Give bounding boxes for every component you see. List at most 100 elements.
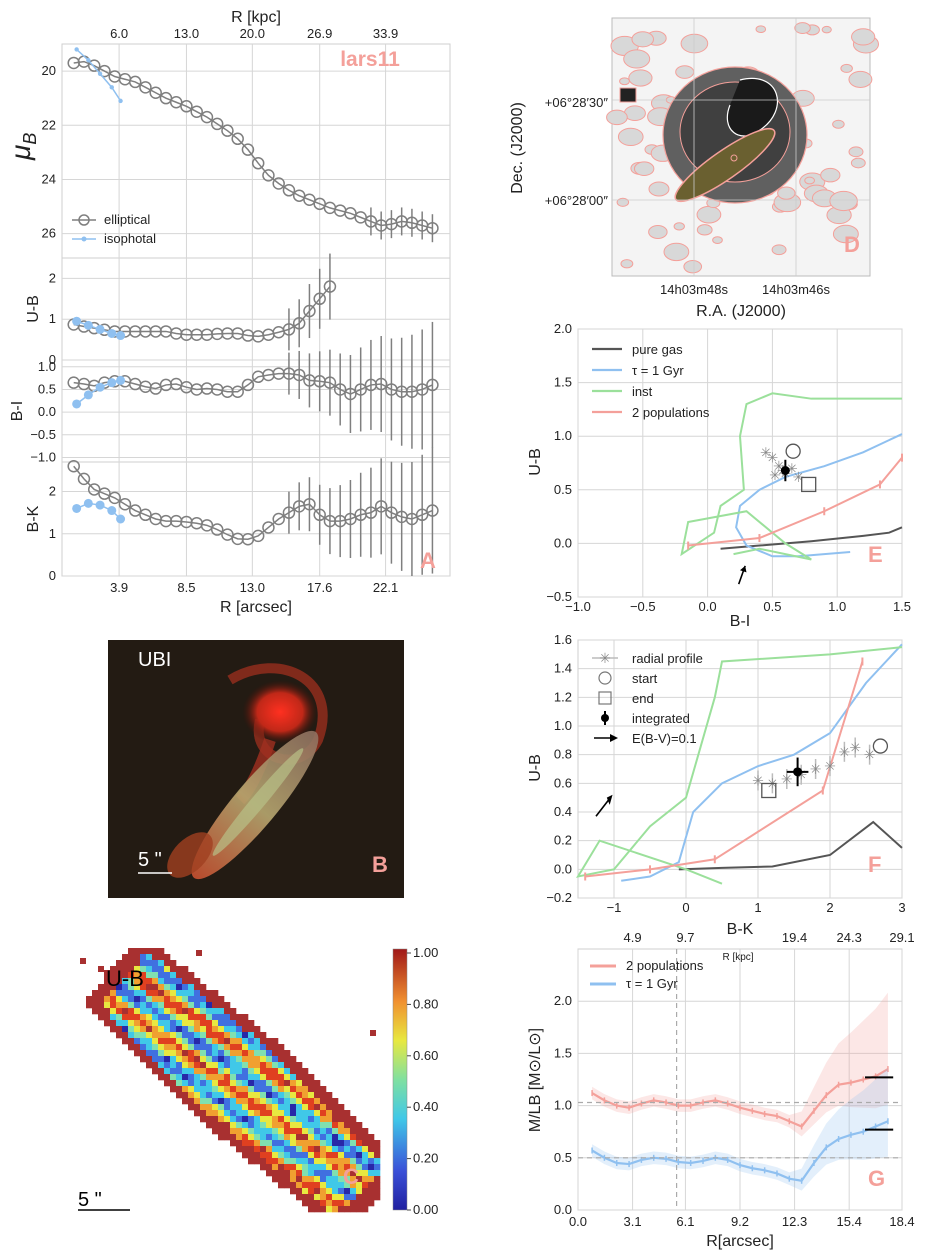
map-pixel <box>236 1026 243 1033</box>
data-point-elliptical <box>344 387 357 401</box>
panel-f: −1 0 1 2 3−0.20.00.20.40.60.81.01.21.41.6 ✳ ✳… <box>527 632 906 938</box>
map-pixel <box>194 996 201 1003</box>
data-point-elliptical <box>405 512 419 526</box>
map-pixel <box>188 978 195 985</box>
data-point-elliptical <box>180 328 193 341</box>
panel-a-letter: A <box>420 548 436 573</box>
panel-d: Dec. (J2000) R.A. (J2000) +06°28′30″ +06… <box>509 17 880 320</box>
map-pixel <box>194 1008 201 1015</box>
map-pixel <box>314 1164 321 1171</box>
map-pixel <box>122 1008 129 1015</box>
map-pixel <box>224 1026 231 1033</box>
map-pixel <box>326 1146 333 1153</box>
map-pixel <box>116 1020 123 1027</box>
map-pixel <box>146 1014 153 1021</box>
map-pixel <box>140 1044 147 1051</box>
data-point-isophotal <box>72 316 82 326</box>
map-pixel <box>308 1110 315 1117</box>
map-pixel <box>314 1158 321 1165</box>
map-pixel <box>374 1176 381 1183</box>
map-pixel <box>212 1086 219 1093</box>
xtick: 3.1 <box>624 1214 642 1229</box>
map-pixel <box>110 984 117 991</box>
data-point-elliptical <box>272 177 285 190</box>
radial-profile-point: ✳ <box>781 771 793 787</box>
data-point-isophotal <box>95 500 105 510</box>
map-pixel <box>224 1098 231 1105</box>
data-point-isophotal <box>72 503 82 513</box>
map-pixel <box>260 1062 267 1069</box>
map-pixel <box>302 1194 309 1201</box>
map-pixel <box>218 1122 225 1129</box>
map-pixel <box>152 966 159 973</box>
map-pixel <box>242 1098 249 1105</box>
map-pixel <box>338 1188 345 1195</box>
map-pixel <box>146 1026 153 1033</box>
map-pixel <box>356 1152 363 1159</box>
map-pixel <box>224 1128 231 1135</box>
map-pixel <box>368 1158 375 1165</box>
contour-blob <box>696 205 722 224</box>
map-pixel <box>140 948 147 955</box>
map-pixel <box>140 1020 147 1027</box>
map-pixel <box>176 978 183 985</box>
data-point-isophotal <box>107 328 117 338</box>
map-pixel <box>182 1002 189 1009</box>
legend-label: pure gas <box>632 342 683 357</box>
ytick: 1.0 <box>554 428 572 443</box>
map-pixel <box>158 1062 165 1069</box>
data-point-elliptical <box>128 504 142 517</box>
map-pixel <box>320 1128 327 1135</box>
map-pixel <box>140 996 147 1003</box>
contour-blob <box>633 161 655 176</box>
companion-core <box>212 748 304 856</box>
data-point-elliptical <box>108 491 121 505</box>
legend-label: radial profile <box>632 651 703 666</box>
map-pixel <box>302 1164 309 1171</box>
data-point-isophotal <box>116 514 126 524</box>
map-pixel <box>134 978 141 985</box>
legend-elliptical-label: elliptical <box>104 212 150 227</box>
map-pixel <box>116 978 123 985</box>
map-pixel <box>158 1044 165 1051</box>
map-pixel <box>248 1104 255 1111</box>
map-pixel <box>206 1044 213 1051</box>
end-marker <box>761 782 777 799</box>
map-pixel <box>254 1122 261 1129</box>
map-pixel <box>314 1092 321 1099</box>
map-pixel <box>308 1194 315 1201</box>
ytick: 0.4 <box>554 804 572 819</box>
map-pixel <box>284 1158 291 1165</box>
map-pixel <box>230 1032 237 1039</box>
map-pixel <box>134 1032 141 1039</box>
data-point-elliptical <box>303 304 316 318</box>
map-pixel <box>152 1038 159 1045</box>
map-pixel <box>200 1026 207 1033</box>
xtick: 6.1 <box>676 1214 694 1229</box>
ytick: 0.2 <box>554 833 572 848</box>
map-pixel <box>116 1008 123 1015</box>
top-tick: 9.7 <box>676 930 694 945</box>
map-pixel <box>320 1176 327 1183</box>
map-pixel <box>182 1074 189 1081</box>
map-pixel <box>350 1188 357 1195</box>
map-pixel <box>182 972 189 979</box>
map-pixel <box>272 1164 279 1171</box>
map-pixel <box>278 1092 285 1099</box>
map-pixel <box>266 1152 273 1159</box>
map-pixel <box>236 1068 243 1075</box>
map-pixel <box>164 1044 171 1051</box>
map-pixel <box>302 1068 309 1075</box>
map-pixel <box>368 1134 375 1141</box>
map-pixel <box>170 1020 177 1027</box>
xtick: −1.0 <box>565 599 591 614</box>
map-pixel <box>152 1032 159 1039</box>
map-pixel <box>356 1158 363 1165</box>
data-point-elliptical <box>333 383 347 396</box>
map-pixel <box>326 1188 333 1195</box>
map-pixel <box>332 1164 339 1171</box>
map-pixel <box>200 984 207 991</box>
contour-blob <box>648 181 670 197</box>
map-pixel <box>152 1008 159 1015</box>
